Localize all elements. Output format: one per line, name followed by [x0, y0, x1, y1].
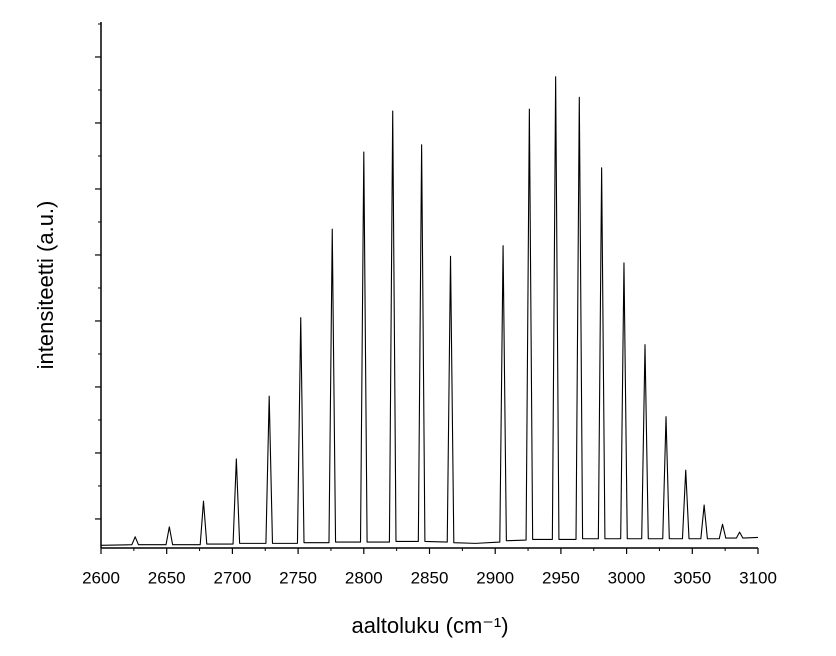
x-tick-label: 3000	[608, 568, 646, 587]
x-tick-label: 2950	[542, 568, 580, 587]
x-tick-label: 2800	[345, 568, 383, 587]
x-tick-label: 3050	[673, 568, 711, 587]
x-tick-label: 2750	[279, 568, 317, 587]
y-axis-label: intensiteetti (a.u.)	[33, 201, 58, 370]
x-tick-label: 3100	[739, 568, 777, 587]
x-tick-label: 2700	[213, 568, 251, 587]
x-tick-label: 2850	[411, 568, 449, 587]
spectrum-line	[100, 76, 759, 546]
x-axis-label: aaltoluku (cm⁻¹)	[351, 613, 508, 638]
x-tick-label: 2650	[148, 568, 186, 587]
x-tick-label: 2600	[82, 568, 120, 587]
x-tick-label: 2900	[476, 568, 514, 587]
